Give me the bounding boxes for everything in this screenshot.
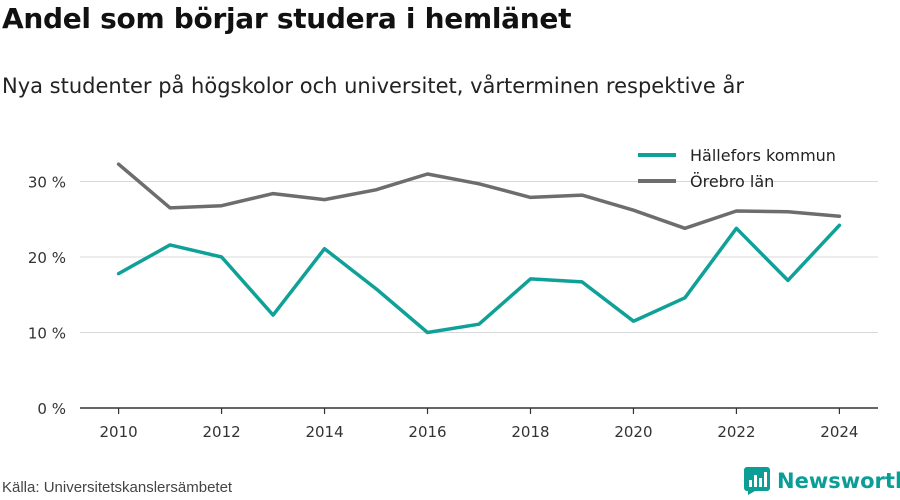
newsworthy-logo-icon bbox=[744, 467, 770, 495]
x-tick-label: 2022 bbox=[717, 423, 755, 441]
legend-label-1: Örebro län bbox=[690, 172, 774, 191]
y-tick-label: 10 % bbox=[28, 325, 66, 343]
chart-subtitle: Nya studenter på högskolor och universit… bbox=[2, 74, 744, 98]
x-tick-label: 2018 bbox=[511, 423, 549, 441]
x-tick-label: 2014 bbox=[305, 423, 343, 441]
brand-name: Newsworthy bbox=[777, 469, 900, 493]
x-tick-label: 2020 bbox=[614, 423, 652, 441]
x-tick-label: 2010 bbox=[100, 423, 138, 441]
brand-logo: Newsworthy bbox=[744, 467, 900, 495]
legend-label-0: Hällefors kommun bbox=[690, 146, 836, 165]
x-tick-label: 2016 bbox=[408, 423, 446, 441]
chart-title: Andel som börjar studera i hemlänet bbox=[2, 2, 572, 35]
x-tick-label: 2012 bbox=[202, 423, 240, 441]
series-line-0 bbox=[116, 223, 842, 335]
series-line-1 bbox=[116, 162, 842, 231]
y-tick-label: 30 % bbox=[28, 174, 66, 192]
y-tick-label: 0 % bbox=[37, 400, 66, 418]
source-note: Källa: Universitetskanslersämbetet bbox=[2, 479, 233, 496]
x-tick-label: 2024 bbox=[820, 423, 858, 441]
y-tick-label: 20 % bbox=[28, 249, 66, 267]
